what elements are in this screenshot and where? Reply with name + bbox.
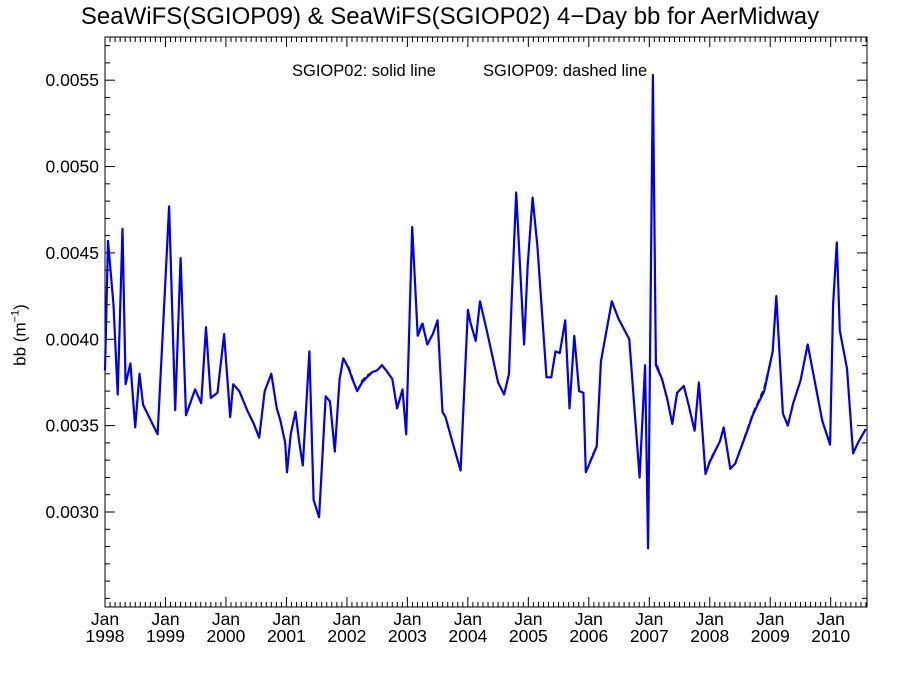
x-tick-label-year: 2007 [630,626,669,646]
x-tick-label-month: Jan [393,609,421,629]
x-tick-label-month: Jan [575,609,603,629]
x-tick-label-month: Jan [212,609,240,629]
x-tick-label-year: 2004 [448,626,487,646]
y-tick-label: 0.0030 [45,502,99,522]
y-axis-label: bb (m−1) [9,304,30,366]
x-tick-label-year: 2002 [327,626,366,646]
series-line-sgiop02 [103,73,867,550]
series-layer [103,73,867,550]
x-tick-label-month: Jan [333,609,361,629]
x-tick-label-month: Jan [817,609,845,629]
annotation-sgiop09: SGIOP09: dashed line [483,62,648,80]
x-tick-label-month: Jan [91,609,119,629]
x-tick-label-year: 2005 [509,626,548,646]
y-tick-label: 0.0040 [45,329,99,349]
x-tick-label-year: 2003 [388,626,427,646]
x-tick-label-year: 1999 [146,626,185,646]
x-tick-label-year: 2008 [690,626,729,646]
x-tick-label-month: Jan [514,609,542,629]
x-tick-label-month: Jan [696,609,724,629]
x-tick-label-month: Jan [635,609,663,629]
x-tick-label-year: 2006 [569,626,608,646]
series-line-sgiop09 [104,74,867,550]
x-tick-label-year: 2001 [267,626,306,646]
x-tick-label-year: 1998 [86,626,125,646]
y-tick-label: 0.0055 [45,70,99,90]
axis-ticks [104,37,867,607]
x-tick-label-year: 2010 [811,626,850,646]
x-tick-label-month: Jan [272,609,300,629]
x-tick-label-year: 2000 [206,626,245,646]
y-tick-label: 0.0035 [45,416,99,436]
tick-labels: 0.00300.00350.00400.00450.00500.0055Jan1… [45,70,850,646]
x-tick-label-year: 2009 [751,626,790,646]
chart-title: SeaWiFS(SGIOP09) & SeaWiFS(SGIOP02) 4−Da… [80,3,820,30]
y-tick-label: 0.0045 [45,243,99,263]
x-tick-label-month: Jan [151,609,179,629]
plot-frame [104,36,868,608]
x-tick-label-month: Jan [454,609,482,629]
annotation-sgiop02: SGIOP02: solid line [292,62,436,80]
x-tick-label-month: Jan [756,609,784,629]
y-tick-label: 0.0050 [45,157,99,177]
